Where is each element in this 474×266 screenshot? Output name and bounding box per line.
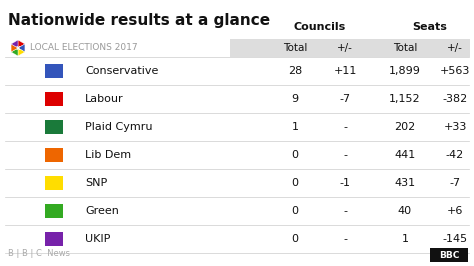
Text: 0: 0 <box>292 178 299 188</box>
Text: x: x <box>16 45 20 51</box>
Text: B | B | C  News: B | B | C News <box>8 249 70 258</box>
Text: 202: 202 <box>394 122 416 132</box>
Text: +6: +6 <box>447 206 463 216</box>
Polygon shape <box>18 48 25 56</box>
Text: +33: +33 <box>443 122 467 132</box>
Text: 1: 1 <box>401 234 409 244</box>
Bar <box>430 248 468 262</box>
Bar <box>45 120 63 134</box>
Text: 1,899: 1,899 <box>389 66 421 76</box>
Text: 28: 28 <box>288 66 302 76</box>
Text: BBC: BBC <box>439 251 459 260</box>
Text: 9: 9 <box>292 94 299 104</box>
Text: UKIP: UKIP <box>85 234 110 244</box>
Bar <box>45 176 63 190</box>
Text: 441: 441 <box>394 150 416 160</box>
Text: Conservative: Conservative <box>85 66 158 76</box>
Bar <box>45 148 63 162</box>
Text: -1: -1 <box>339 178 350 188</box>
Text: -382: -382 <box>442 94 468 104</box>
Text: -7: -7 <box>339 94 351 104</box>
Text: -: - <box>343 150 347 160</box>
Text: 0: 0 <box>292 150 299 160</box>
Text: Green: Green <box>85 206 119 216</box>
Text: -42: -42 <box>446 150 464 160</box>
Text: -: - <box>343 206 347 216</box>
Text: 0: 0 <box>292 206 299 216</box>
Text: +/-: +/- <box>337 43 353 53</box>
Polygon shape <box>18 40 25 48</box>
Text: Nationwide results at a glance: Nationwide results at a glance <box>8 13 270 28</box>
Bar <box>230 39 470 57</box>
Text: Labour: Labour <box>85 94 124 104</box>
Bar <box>45 232 63 246</box>
Bar <box>45 204 63 218</box>
Text: Total: Total <box>283 43 307 53</box>
Bar <box>45 92 63 106</box>
Text: +11: +11 <box>333 66 357 76</box>
Text: +563: +563 <box>440 66 470 76</box>
Text: Plaid Cymru: Plaid Cymru <box>85 122 153 132</box>
Text: 1,152: 1,152 <box>389 94 421 104</box>
Text: Total: Total <box>393 43 417 53</box>
Text: 40: 40 <box>398 206 412 216</box>
Text: Councils: Councils <box>294 22 346 32</box>
Text: -: - <box>343 234 347 244</box>
Text: -: - <box>343 122 347 132</box>
Bar <box>45 64 63 78</box>
Text: 1: 1 <box>292 122 299 132</box>
Text: Lib Dem: Lib Dem <box>85 150 131 160</box>
Text: SNP: SNP <box>85 178 107 188</box>
Text: +/-: +/- <box>447 43 463 53</box>
Polygon shape <box>11 40 18 48</box>
Polygon shape <box>18 44 25 52</box>
Text: LOCAL ELECTIONS 2017: LOCAL ELECTIONS 2017 <box>30 44 137 52</box>
Text: -145: -145 <box>442 234 467 244</box>
Text: Seats: Seats <box>412 22 447 32</box>
Text: -7: -7 <box>449 178 461 188</box>
Text: 0: 0 <box>292 234 299 244</box>
Polygon shape <box>11 48 18 56</box>
Text: 431: 431 <box>394 178 416 188</box>
Polygon shape <box>11 44 18 52</box>
